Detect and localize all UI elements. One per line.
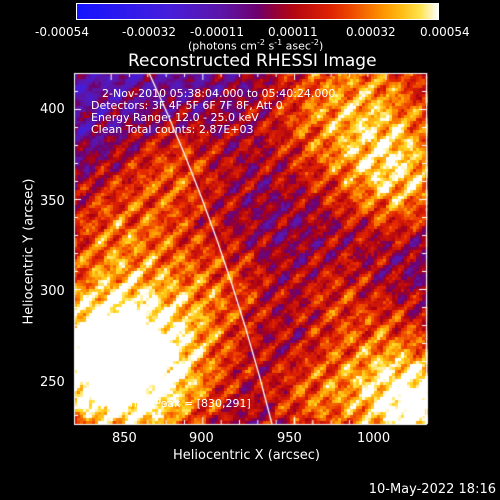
- detectors-annotation: Detectors: 3F 4F 5F 6F 7F 8F, Att 0: [91, 99, 283, 112]
- y-axis-label: Heliocentric Y (arcsec): [21, 178, 37, 325]
- x-tick-label: 850: [112, 431, 137, 446]
- colorbar-tick-label: 0.00054: [420, 25, 470, 39]
- peak-position-annotation: Position of Peak = [830,291]: [94, 397, 251, 410]
- x-axis-label: Heliocentric X (arcsec): [173, 448, 320, 463]
- y-tick-label: 400: [40, 102, 65, 117]
- counts-annotation: Clean Total counts: 2.87E+03: [91, 123, 254, 136]
- x-tick-label: 1000: [357, 431, 391, 446]
- colorbar-unit-label: (photons cm-2 s-1 asec-2): [188, 38, 324, 53]
- x-tick-label: 950: [277, 431, 302, 446]
- x-tick-label: 900: [189, 431, 214, 446]
- y-tick-label: 350: [40, 194, 65, 209]
- colorbar-tick-label: -0.00011: [190, 25, 244, 39]
- chart-title: Reconstructed RHESSI Image: [128, 51, 377, 71]
- colorbar-tick-label: 0.00011: [268, 25, 318, 39]
- timestamp: 10-May-2022 18:16: [368, 482, 496, 497]
- y-tick-label: 250: [40, 375, 65, 390]
- energy-range-annotation: Energy Range: 12.0 - 25.0 keV: [91, 111, 259, 124]
- time-range-annotation: 2-Nov-2010 05:38:04.000 to 05:40:24.000: [102, 87, 336, 100]
- colorbar: [76, 3, 439, 20]
- colorbar-tick-label: -0.00054: [35, 25, 89, 39]
- y-tick-label: 300: [40, 284, 65, 299]
- colorbar-tick-label: 0.00032: [346, 25, 396, 39]
- colorbar-tick-label: -0.00032: [122, 25, 176, 39]
